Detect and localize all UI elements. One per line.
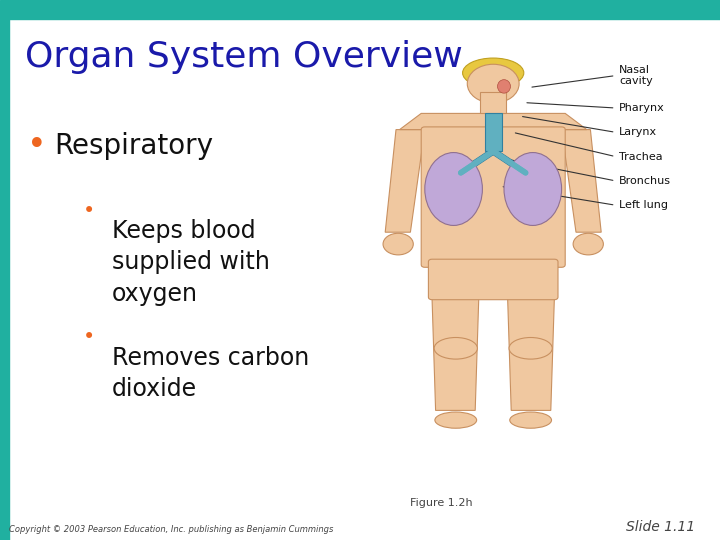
Text: Pharynx: Pharynx [619,103,665,113]
Text: Left lung: Left lung [619,200,668,210]
Ellipse shape [510,412,552,428]
Ellipse shape [383,233,413,255]
Polygon shape [562,130,601,232]
Text: •: • [83,327,95,348]
Ellipse shape [504,152,562,226]
Ellipse shape [425,152,482,226]
Text: •: • [83,200,95,221]
Text: Figure 1.2h: Figure 1.2h [410,497,473,508]
Text: Respiratory: Respiratory [54,132,213,160]
Ellipse shape [462,58,524,87]
Text: Organ System Overview: Organ System Overview [25,40,463,73]
Text: Removes carbon
dioxide: Removes carbon dioxide [112,346,309,401]
FancyBboxPatch shape [428,259,558,300]
Ellipse shape [435,412,477,428]
Text: Nasal
cavity: Nasal cavity [619,65,653,86]
Ellipse shape [573,233,603,255]
Polygon shape [385,130,425,232]
Text: •: • [27,129,47,163]
Ellipse shape [434,338,477,359]
Bar [0,0,720,19]
Polygon shape [432,297,479,410]
Polygon shape [400,113,587,130]
Ellipse shape [467,64,519,103]
FancyBboxPatch shape [421,127,565,267]
Text: Keeps blood
supplied with
oxygen: Keeps blood supplied with oxygen [112,219,269,306]
Text: Slide 1.11: Slide 1.11 [626,519,696,534]
FancyBboxPatch shape [480,92,506,113]
Polygon shape [485,113,502,151]
Text: Larynx: Larynx [619,127,657,137]
Ellipse shape [509,338,552,359]
Bar [0,19,9,540]
Polygon shape [508,297,554,410]
Ellipse shape [498,80,510,93]
Text: Copyright © 2003 Pearson Education, Inc. publishing as Benjamin Cummings: Copyright © 2003 Pearson Education, Inc.… [9,524,333,534]
Text: Bronchus: Bronchus [619,176,671,186]
Text: Trachea: Trachea [619,152,663,161]
